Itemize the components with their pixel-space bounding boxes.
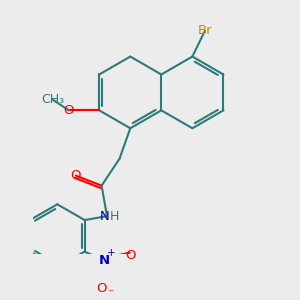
Text: N: N xyxy=(99,254,110,267)
Text: +: + xyxy=(106,248,115,258)
Text: H: H xyxy=(110,210,119,223)
Text: N: N xyxy=(100,210,109,223)
Text: O: O xyxy=(70,169,81,182)
Text: O: O xyxy=(96,282,107,295)
Text: Br: Br xyxy=(198,24,212,37)
Text: CH₃: CH₃ xyxy=(41,93,64,106)
Text: ⁻: ⁻ xyxy=(107,287,114,300)
Text: O: O xyxy=(125,249,135,262)
Text: O: O xyxy=(64,104,74,117)
